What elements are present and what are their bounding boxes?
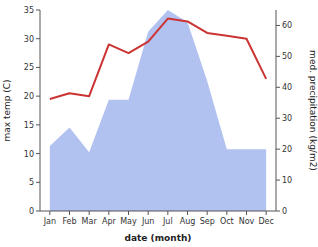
plot-area [50, 10, 266, 211]
x-tick-label: Apr [102, 217, 117, 226]
x-tick-label: Nov [239, 217, 255, 226]
y2-tick-label: 40 [282, 83, 292, 92]
y-tick-label: 10 [24, 150, 34, 159]
y2-tick-label: 0 [282, 207, 287, 216]
y2-tick-label: 10 [282, 176, 292, 185]
y2-tick [276, 25, 280, 26]
y2-tick [276, 180, 280, 181]
y-tick-label: 35 [24, 6, 34, 15]
y-axis-line [40, 10, 41, 211]
y-tick [36, 67, 40, 68]
y2-axis-line [276, 10, 277, 211]
x-tick [266, 211, 267, 215]
x-tick [49, 211, 50, 215]
x-tick [167, 211, 168, 215]
y2-tick [276, 211, 280, 212]
y-tick-label: 30 [24, 35, 34, 44]
x-tick [187, 211, 188, 215]
x-tick-label: Feb [62, 217, 76, 226]
x-tick [69, 211, 70, 215]
x-tick-label: Dec [258, 217, 273, 226]
x-tick-label: Aug [180, 217, 196, 226]
x-axis-label: date (month) [125, 233, 192, 243]
y2-axis-label: med. precipitation (kg/m2) [308, 50, 318, 171]
y2-tick [276, 118, 280, 119]
y2-tick [276, 87, 280, 88]
x-tick [108, 211, 109, 215]
y2-tick [276, 56, 280, 57]
y-tick-label: 0 [29, 207, 34, 216]
x-tick [148, 211, 149, 215]
x-axis-line [40, 211, 276, 212]
y-tick [36, 10, 40, 11]
x-tick [89, 211, 90, 215]
y-tick [36, 96, 40, 97]
x-tick-label: Jun [141, 217, 155, 226]
y2-tick-label: 50 [282, 52, 292, 61]
y-tick [36, 211, 40, 212]
y-tick-label: 5 [29, 178, 34, 187]
y-tick [36, 124, 40, 125]
y-tick-label: 25 [24, 63, 34, 72]
x-tick-label: May [120, 217, 137, 226]
y2-tick [276, 149, 280, 150]
x-tick [128, 211, 129, 215]
x-tick-label: Mar [82, 217, 98, 226]
precip-area [50, 10, 266, 211]
y-tick [36, 153, 40, 154]
x-tick-label: Oct [220, 217, 234, 226]
y-tick-label: 20 [24, 92, 34, 101]
chart: 0 5 10 15 20 25 30 35 0 10 20 30 40 50 60 Jan Feb Mar AprM… [0, 0, 318, 247]
y-tick-label: 15 [24, 121, 34, 130]
y2-tick-label: 30 [282, 114, 292, 123]
y2-tick-label: 60 [282, 21, 292, 30]
y-tick [36, 182, 40, 183]
x-tick [226, 211, 227, 215]
x-tick [207, 211, 208, 215]
x-tick-label: Sep [200, 217, 215, 226]
temp-line [50, 19, 266, 99]
y-axis-label: max temp (C) [2, 79, 12, 141]
chart-container: 0 5 10 15 20 25 30 35 0 10 20 30 40 50 60 Jan Feb Mar AprM… [0, 0, 318, 247]
x-tick [246, 211, 247, 215]
y2-tick-label: 20 [282, 145, 292, 154]
x-tick-label: Jan [43, 217, 56, 226]
y-tick [36, 38, 40, 39]
x-tick-label: Jul [162, 217, 173, 226]
